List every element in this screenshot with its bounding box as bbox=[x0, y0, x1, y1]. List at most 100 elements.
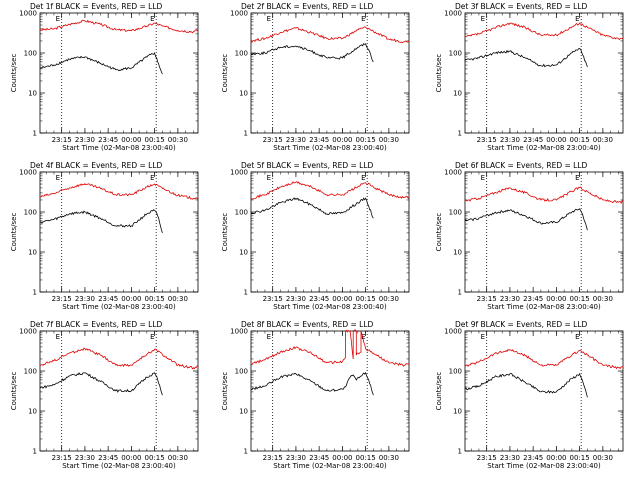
y-tick-label: 1 bbox=[244, 130, 248, 138]
x-tick-label: 23:45 bbox=[523, 295, 543, 303]
x-tick-label: 00:15 bbox=[570, 454, 590, 462]
x-tick-label: 23:30 bbox=[500, 136, 520, 144]
series-line-lld bbox=[464, 186, 624, 205]
chart-panel: Det 1f BLACK = Events, RED = LLD 1 10 100 10… bbox=[10, 2, 199, 152]
x-tick-label: 00:00 bbox=[121, 136, 141, 144]
series-line-lld bbox=[250, 329, 410, 367]
chart-title: Det 5f BLACK = Events, RED = LLD bbox=[241, 161, 374, 170]
event-marker-label: E bbox=[361, 333, 365, 341]
y-tick-label: 1000 bbox=[19, 10, 37, 18]
x-tick-label: 00:00 bbox=[546, 454, 566, 462]
x-tick-label: 23:45 bbox=[309, 454, 329, 462]
series-line-lld bbox=[250, 26, 410, 44]
y-tick-label: 100 bbox=[449, 50, 462, 58]
x-tick-label: 23:45 bbox=[98, 295, 118, 303]
x-tick-label: 00:00 bbox=[121, 295, 141, 303]
series-line-events bbox=[39, 52, 163, 75]
chart-panel: Det 2f BLACK = Events, RED = LLD 1 10 100 10… bbox=[221, 2, 410, 152]
x-tick-label: 23:15 bbox=[52, 454, 72, 462]
event-marker-label: E bbox=[481, 174, 485, 182]
x-tick-label: 00:30 bbox=[593, 295, 613, 303]
x-axis-label: Start Time (02-Mar-08 23:00:40) bbox=[487, 144, 601, 152]
event-marker-label: E bbox=[150, 333, 154, 341]
chart-title: Det 6f BLACK = Events, RED = LLD bbox=[455, 161, 588, 170]
y-axis-label: Counts/sec bbox=[221, 372, 229, 411]
x-tick-label: 23:15 bbox=[477, 136, 497, 144]
y-tick-label: 100 bbox=[449, 368, 462, 376]
event-marker-label: E bbox=[267, 333, 271, 341]
series-line-events bbox=[250, 43, 374, 63]
x-tick-label: 23:45 bbox=[98, 454, 118, 462]
chart-title: Det 4f BLACK = Events, RED = LLD bbox=[30, 161, 163, 170]
x-tick-label: 00:15 bbox=[570, 295, 590, 303]
plot-frame bbox=[250, 330, 410, 452]
plot-frame bbox=[250, 171, 410, 293]
event-marker-label: E bbox=[56, 333, 60, 341]
x-tick-label: 00:15 bbox=[570, 136, 590, 144]
y-tick-label: 1 bbox=[244, 448, 248, 456]
series-line-lld bbox=[39, 347, 199, 370]
plot-frame bbox=[464, 171, 624, 293]
series-line-events bbox=[464, 47, 588, 68]
x-tick-label: 00:00 bbox=[332, 454, 352, 462]
series-line-events bbox=[39, 209, 163, 234]
series-line-events bbox=[250, 197, 374, 219]
series-line-events bbox=[464, 372, 588, 398]
x-axis-label: Start Time (02-Mar-08 23:00:40) bbox=[62, 462, 176, 470]
y-tick-label: 10 bbox=[453, 408, 462, 416]
x-tick-label: 23:30 bbox=[75, 454, 95, 462]
chart-title: Det 3f BLACK = Events, RED = LLD bbox=[455, 2, 588, 11]
y-tick-label: 10 bbox=[239, 408, 248, 416]
event-marker-label: E bbox=[361, 15, 365, 23]
y-axis-label: Counts/sec bbox=[435, 372, 443, 411]
x-tick-label: 23:15 bbox=[477, 295, 497, 303]
series-line-events bbox=[464, 208, 588, 231]
y-tick-label: 100 bbox=[235, 368, 248, 376]
y-axis-label: Counts/sec bbox=[10, 54, 18, 93]
y-tick-label: 1 bbox=[458, 289, 462, 297]
x-tick-label: 23:15 bbox=[52, 295, 72, 303]
event-marker-label: E bbox=[575, 333, 579, 341]
x-tick-label: 23:30 bbox=[500, 295, 520, 303]
event-marker-label: E bbox=[150, 15, 154, 23]
y-tick-label: 10 bbox=[453, 90, 462, 98]
x-axis-label: Start Time (02-Mar-08 23:00:40) bbox=[273, 462, 387, 470]
x-tick-label: 23:15 bbox=[52, 136, 72, 144]
event-marker-label: E bbox=[267, 15, 271, 23]
x-axis-label: Start Time (02-Mar-08 23:00:40) bbox=[62, 303, 176, 311]
y-tick-label: 100 bbox=[24, 209, 37, 217]
x-axis-label: Start Time (02-Mar-08 23:00:40) bbox=[487, 462, 601, 470]
y-tick-label: 1000 bbox=[19, 169, 37, 177]
y-tick-label: 1000 bbox=[230, 328, 248, 336]
chart-title: Det 7f BLACK = Events, RED = LLD bbox=[30, 320, 163, 329]
x-tick-label: 23:15 bbox=[477, 454, 497, 462]
x-tick-label: 23:45 bbox=[523, 454, 543, 462]
y-tick-label: 10 bbox=[453, 249, 462, 257]
x-tick-label: 23:15 bbox=[263, 454, 283, 462]
x-tick-label: 23:30 bbox=[286, 136, 306, 144]
y-axis-label: Counts/sec bbox=[221, 54, 229, 93]
y-tick-label: 10 bbox=[28, 408, 37, 416]
x-tick-label: 00:30 bbox=[168, 136, 188, 144]
y-tick-label: 100 bbox=[235, 50, 248, 58]
event-marker-label: E bbox=[56, 174, 60, 182]
chart-title: Det 1f BLACK = Events, RED = LLD bbox=[30, 2, 163, 11]
plot-frame bbox=[464, 12, 624, 134]
y-tick-label: 1 bbox=[244, 289, 248, 297]
x-tick-label: 23:45 bbox=[523, 136, 543, 144]
y-axis-label: Counts/sec bbox=[221, 213, 229, 252]
plot-frame bbox=[39, 171, 199, 293]
chart-panel: Det 6f BLACK = Events, RED = LLD 1 10 100 10… bbox=[435, 161, 624, 311]
chart-panel: Det 4f BLACK = Events, RED = LLD 1 10 100 10… bbox=[10, 161, 199, 311]
event-marker-label: E bbox=[481, 333, 485, 341]
x-axis-label: Start Time (02-Mar-08 23:00:40) bbox=[273, 303, 387, 311]
x-axis-label: Start Time (02-Mar-08 23:00:40) bbox=[62, 144, 176, 152]
x-tick-label: 23:30 bbox=[75, 295, 95, 303]
series-line-events bbox=[39, 372, 163, 396]
x-tick-label: 00:30 bbox=[593, 136, 613, 144]
y-tick-label: 1 bbox=[33, 448, 37, 456]
y-axis-label: Counts/sec bbox=[10, 213, 18, 252]
event-marker-label: E bbox=[361, 174, 365, 182]
x-tick-label: 00:15 bbox=[145, 136, 165, 144]
